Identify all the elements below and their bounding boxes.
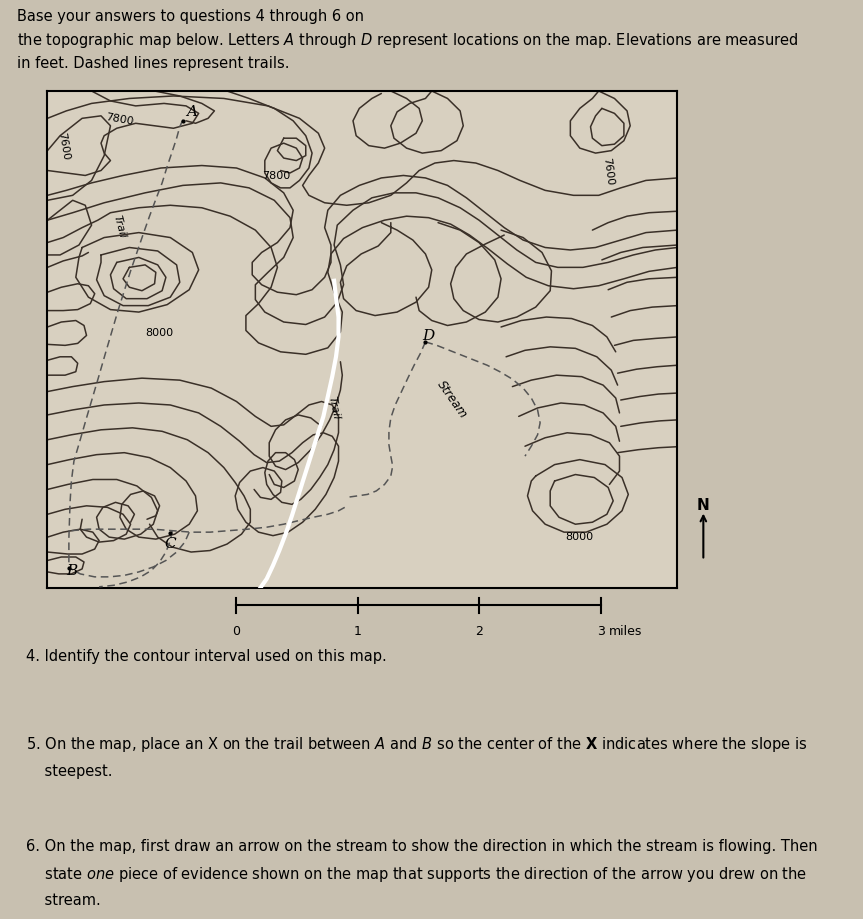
Text: 7600: 7600 [56,131,71,161]
Text: D: D [422,328,435,343]
Text: 1: 1 [354,624,362,637]
Text: Trail: Trail [112,213,128,239]
Text: Stream: Stream [435,379,470,421]
Text: miles: miles [609,624,643,637]
Text: 7800: 7800 [261,171,290,181]
Text: 4. Identify the contour interval used on this map.: 4. Identify the contour interval used on… [26,648,387,663]
Text: 8000: 8000 [566,531,594,541]
Text: 8000: 8000 [145,327,173,337]
Text: 3: 3 [597,624,605,637]
Text: 2: 2 [476,624,483,637]
Text: N: N [697,498,709,513]
Text: 6. On the map, first draw an arrow on the stream to show the direction in which : 6. On the map, first draw an arrow on th… [26,838,817,907]
Text: 7600: 7600 [602,157,615,186]
Text: 7800: 7800 [105,112,135,127]
Text: 0: 0 [232,624,240,637]
Text: Trail: Trail [327,394,342,420]
Text: 5. On the map, place an X on the trail between $\it{A}$ and $\it{B}$ so the cent: 5. On the map, place an X on the trail b… [26,734,807,778]
Text: A: A [186,105,197,119]
Text: Base your answers to questions 4 through 6 on
the topographic map below. Letters: Base your answers to questions 4 through… [17,9,799,71]
Text: B: B [66,563,78,578]
Text: C: C [164,536,176,550]
